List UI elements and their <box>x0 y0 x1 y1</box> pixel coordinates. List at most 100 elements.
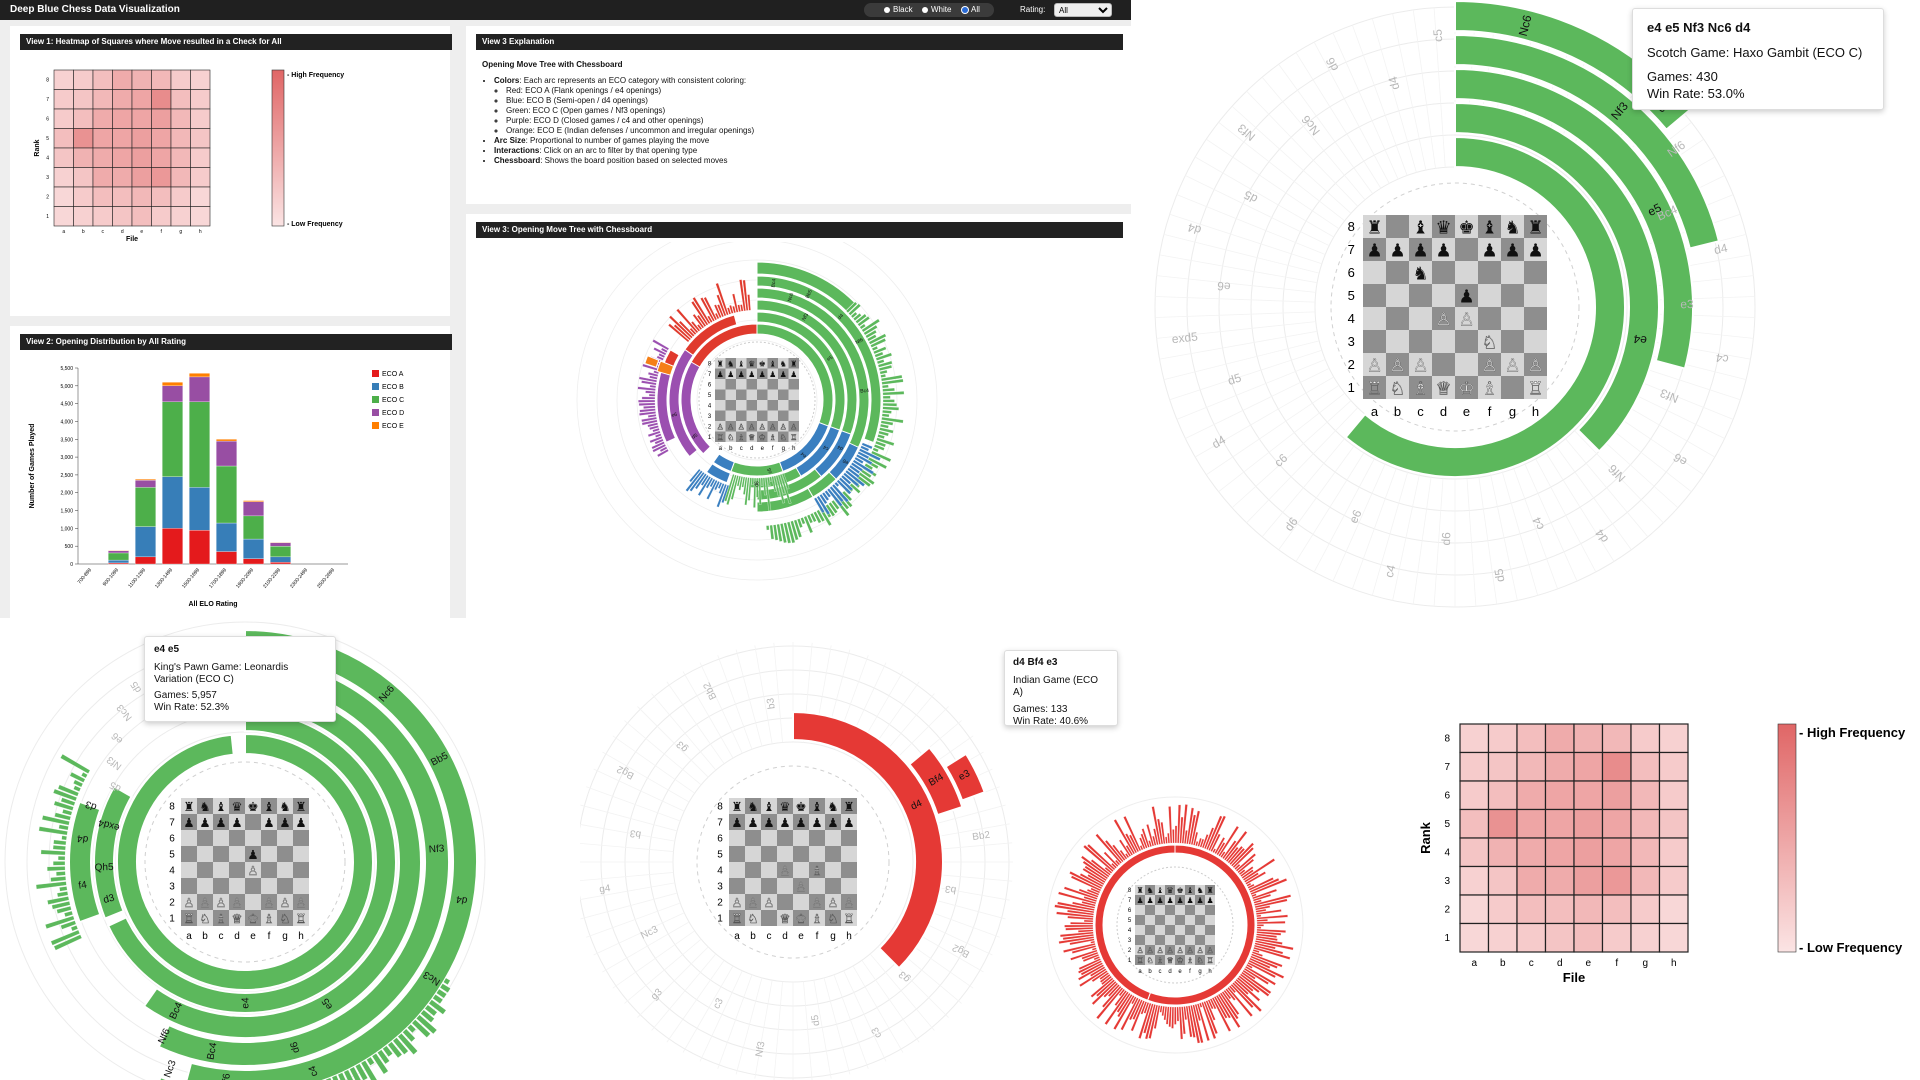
chess-piece: ♙ <box>183 896 194 910</box>
branch-arc <box>1086 843 1116 871</box>
chess-piece: ♗ <box>738 433 745 442</box>
branch-arc <box>1104 991 1129 1026</box>
ghost-spoke <box>586 902 681 938</box>
bar-segment <box>162 382 183 386</box>
branch-arc <box>1095 979 1116 997</box>
branch-arc <box>70 925 79 932</box>
branch-arc <box>1197 837 1202 847</box>
board-square <box>1175 925 1185 935</box>
branch-arc <box>1179 816 1184 844</box>
branch-arc <box>420 1009 435 1023</box>
chess-piece: ♞ <box>747 800 758 814</box>
board-square <box>767 410 778 421</box>
board-square <box>181 814 197 830</box>
expl-eco-a: Red: ECO A (Flank openings / e4 openings… <box>506 86 1082 96</box>
ghost-spoke <box>852 965 904 1053</box>
branch-arc <box>1253 899 1262 904</box>
chess-piece: ♝ <box>1412 217 1428 237</box>
branch-arc <box>875 440 887 448</box>
branch-arc <box>882 387 895 392</box>
board-square <box>736 431 747 442</box>
legend-low-label: - Low Frequency <box>1799 940 1903 955</box>
ghost-spoke <box>580 824 675 842</box>
radio-white[interactable]: White <box>922 5 951 14</box>
branch-arc <box>1250 878 1288 896</box>
board-square <box>1165 895 1175 905</box>
branch-arc <box>1207 999 1214 1010</box>
board-square <box>745 894 761 910</box>
board-file-label: g <box>282 931 288 942</box>
tree-arc <box>684 314 738 356</box>
radio-all[interactable]: All <box>962 5 980 14</box>
board-square <box>181 846 197 862</box>
chess-piece: ♝ <box>763 800 774 814</box>
board-square <box>1135 915 1145 925</box>
chess-piece: ♟ <box>769 370 776 379</box>
board-rank-label: 1 <box>169 913 175 924</box>
board-square <box>1455 284 1478 307</box>
branch-arc <box>382 1045 393 1057</box>
radio-black[interactable]: Black <box>884 5 913 14</box>
branch-arc <box>1188 814 1197 845</box>
branch-arc <box>637 386 656 391</box>
board-square <box>725 379 736 390</box>
board-square <box>1363 330 1386 353</box>
branch-arc <box>652 339 670 351</box>
board-square <box>197 830 213 846</box>
board-rank-label: 8 <box>1128 888 1132 894</box>
heatmap-cell <box>190 186 211 207</box>
view3-expl-title: View 3 Explanation <box>476 34 1123 50</box>
board-square <box>793 862 809 878</box>
chess-piece: ♟ <box>827 816 838 830</box>
board-square <box>229 862 245 878</box>
heatmap-cell <box>73 206 94 227</box>
arc-label: d4 <box>909 798 924 813</box>
board-square <box>788 368 799 379</box>
branch-arc <box>678 320 695 337</box>
branch-arc <box>1256 914 1288 920</box>
ghost-ring <box>1046 796 1304 1054</box>
branch-arc <box>1174 825 1178 844</box>
zoom-indian-tree[interactable]: ♜ ♞ ♝ ♛ ♚ ♝ ♞ ♜♟ ♟ ♟ ♟ ♟ ♟ ♟ ♟♙ ♗♙♙ ♙ ♙ ♙ ♙ ♙♖ ♘ ♕ ♔ ♗ ♘ ♖87654321… <box>580 620 1020 1080</box>
heatmap-cell <box>131 128 152 149</box>
ghost-spoke <box>1433 7 1446 168</box>
zoom-kings-pawn-tree[interactable]: ♜ ♞ ♝ ♛ ♚ ♝ ♞ ♜♟ ♟ ♟ ♟ ♟ ♟ ♟♟♙♙ ♙ ♙ ♙ ♙ ♙ ♙♖ ♘ ♗ ♕ ♔ ♗ ♘ ♖87654321… <box>0 620 500 1080</box>
branch-arc <box>760 477 764 486</box>
ghost-spoke <box>682 965 734 1053</box>
rating-select[interactable]: All <box>1054 3 1112 17</box>
chess-piece: ♘ <box>727 433 734 442</box>
branch-arc <box>1229 847 1246 866</box>
chessboard: ♜♞♝♛♚♝♞♜♟♟♟♟♟♟♟♟♙♙♙♙♙♙♙♙♖♘♗♕♔♗♘♖87654321… <box>1128 885 1215 975</box>
board-square <box>1145 935 1155 945</box>
board-file-label: c <box>1159 969 1162 975</box>
board-square <box>715 368 726 379</box>
board-square <box>1185 945 1195 955</box>
branch-arc <box>64 910 74 918</box>
chess-piece: ♔ <box>1177 956 1184 965</box>
board-file-label: a <box>734 931 740 942</box>
branch-arc <box>700 297 715 322</box>
branch-arc <box>857 316 871 327</box>
eco-a-tree[interactable]: ♜ ♞ ♝ ♛ ♚ ♝ ♞ ♜♟ ♟ ♟ ♟ ♟ ♟ ♟ ♟♙ ♙ ♙ ♙ ♙ ♙ ♙ ♙♖ ♘ ♗ ♕ ♔ ♗ ♘ ♖87654321… <box>1040 760 1310 1080</box>
rank-label: 5 <box>46 136 49 142</box>
branch-arc <box>56 905 72 914</box>
expl-eco-d: Purple: ECO D (Closed games / c4 and oth… <box>506 116 1082 126</box>
zoom-scotch-tree[interactable]: ♜ ♝ ♛ ♚ ♝ ♞ ♜♟ ♟ ♟ ♟ ♟ ♟ ♟♞♟♙ ♙♘♙ ♙ ♙ ♙ ♙ ♙♖ ♘ ♗ ♕ ♔ ♗ ♖87654321… <box>1140 0 1920 620</box>
branch-arc <box>874 351 884 358</box>
heatmap-cell <box>1459 837 1490 868</box>
branch-arc <box>819 493 828 505</box>
opening-tree[interactable]: ♜ ♞ ♝ ♛ ♚ ♝ ♞ ♜♟ ♟ ♟ ♟ ♟ ♟ ♟ ♟♙ ♙ ♙ ♙ ♙ ♙ ♙ ♙♖ ♘ ♗ ♕ ♔ ♗ ♘ ♖87654321… <box>466 242 1131 617</box>
branch-arc <box>716 294 727 317</box>
tree-arc <box>1454 101 1660 453</box>
board-square <box>746 389 757 400</box>
ghost-spoke <box>651 953 717 1031</box>
heatmap-cell <box>1544 808 1575 839</box>
board-rank-label: 6 <box>169 833 175 844</box>
tree-label: e4 <box>800 451 808 459</box>
heatmap-cell <box>1487 865 1518 896</box>
branch-arc <box>1251 951 1264 957</box>
board-square <box>757 421 768 432</box>
ghost-spoke <box>624 938 702 1004</box>
board-square <box>793 878 809 894</box>
board-square <box>1195 905 1205 915</box>
